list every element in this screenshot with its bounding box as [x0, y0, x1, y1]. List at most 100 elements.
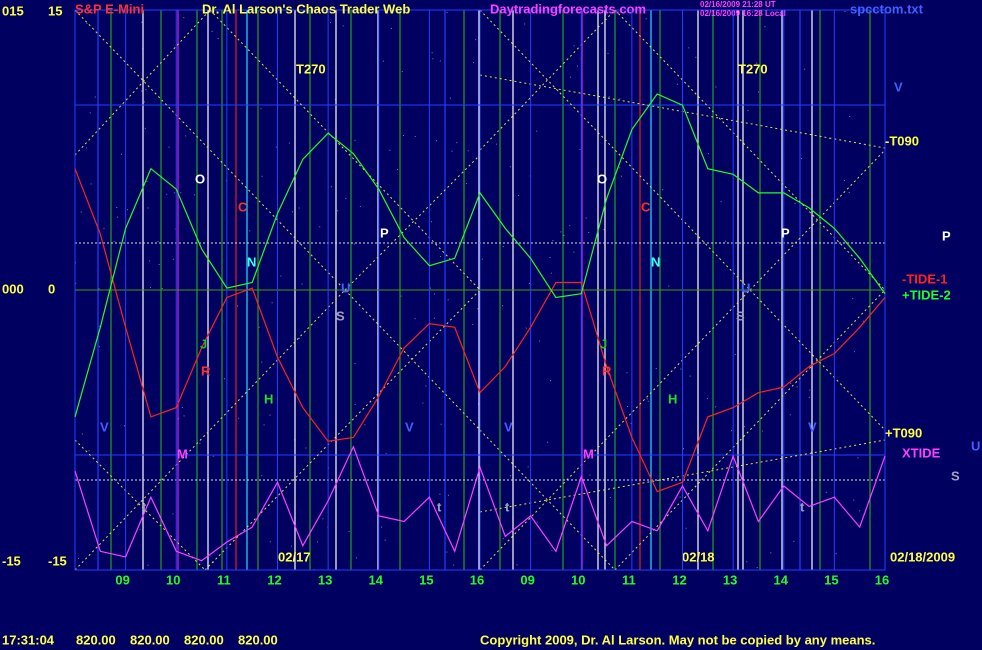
star — [825, 491, 827, 493]
star — [579, 148, 581, 150]
star — [261, 175, 263, 177]
annotation: P — [781, 225, 790, 240]
star — [563, 234, 565, 236]
star — [588, 231, 590, 233]
star — [762, 430, 764, 432]
star — [158, 263, 160, 265]
star — [516, 564, 518, 566]
annotation: S — [336, 308, 345, 323]
star — [756, 567, 758, 569]
timestamp: 02/16/2009 21:28 UT — [700, 0, 776, 9]
star — [793, 540, 795, 542]
star — [536, 521, 538, 523]
star — [764, 26, 766, 28]
star — [573, 251, 575, 253]
star — [348, 530, 350, 532]
x-tick-label: 09 — [520, 572, 534, 587]
star — [269, 414, 271, 416]
star — [330, 22, 332, 24]
star — [120, 153, 122, 155]
star — [430, 479, 432, 481]
star — [180, 192, 182, 194]
annotation: P — [380, 225, 389, 240]
star — [429, 287, 431, 289]
star — [90, 183, 92, 185]
star — [477, 308, 479, 310]
star — [291, 545, 293, 547]
star — [401, 71, 403, 73]
star — [185, 135, 187, 137]
star — [80, 211, 82, 213]
star — [141, 21, 143, 23]
star — [194, 194, 196, 196]
star — [626, 372, 628, 374]
star — [835, 553, 837, 555]
y-tick-label-left: 015 — [2, 3, 24, 18]
star — [685, 527, 687, 529]
star — [89, 112, 91, 114]
star — [271, 302, 273, 304]
star — [86, 23, 88, 25]
star — [619, 167, 621, 169]
star — [527, 466, 529, 468]
star — [98, 325, 100, 327]
star — [440, 423, 442, 425]
star — [397, 168, 399, 170]
star — [355, 557, 357, 559]
star — [569, 76, 571, 78]
legend-entry: XTIDE — [902, 445, 941, 460]
annotation: t — [437, 499, 442, 514]
star — [502, 538, 504, 540]
star — [116, 207, 118, 209]
star — [853, 499, 855, 501]
annotation: U — [741, 280, 750, 295]
star — [124, 425, 126, 427]
annotation: S — [951, 468, 960, 483]
star — [475, 39, 477, 41]
star — [630, 422, 632, 424]
status-time: 17:31:04 — [2, 632, 55, 647]
star — [509, 166, 511, 168]
diagonal-line — [344, 154, 481, 291]
star — [150, 287, 152, 289]
star — [715, 86, 717, 88]
legend-entry: -TIDE-1 — [902, 271, 948, 286]
star — [844, 11, 846, 13]
star — [789, 414, 791, 416]
star — [756, 62, 758, 64]
star — [451, 150, 453, 152]
star — [734, 353, 736, 355]
star — [261, 475, 263, 477]
star — [495, 143, 497, 145]
annotation: t — [800, 499, 805, 514]
star — [528, 282, 530, 284]
star — [157, 241, 159, 243]
series-line — [74, 93, 886, 418]
star — [689, 375, 691, 377]
status-price: 820.00 — [184, 632, 224, 647]
star — [146, 180, 148, 182]
x-tick-label: 13 — [318, 572, 332, 587]
star — [627, 406, 629, 408]
star — [808, 396, 810, 398]
annotation: T270 — [296, 61, 326, 76]
star — [434, 293, 435, 295]
star — [569, 225, 571, 227]
star — [792, 242, 794, 244]
star — [794, 202, 796, 204]
star — [848, 191, 850, 193]
star — [539, 340, 541, 342]
star — [431, 221, 433, 223]
star — [143, 101, 145, 103]
x-tick-label: 13 — [723, 572, 737, 587]
star — [524, 23, 526, 25]
star — [857, 457, 859, 459]
star — [706, 398, 708, 400]
star — [390, 27, 392, 29]
star — [676, 83, 678, 85]
star — [75, 282, 77, 284]
star — [688, 47, 690, 49]
star — [249, 230, 251, 232]
